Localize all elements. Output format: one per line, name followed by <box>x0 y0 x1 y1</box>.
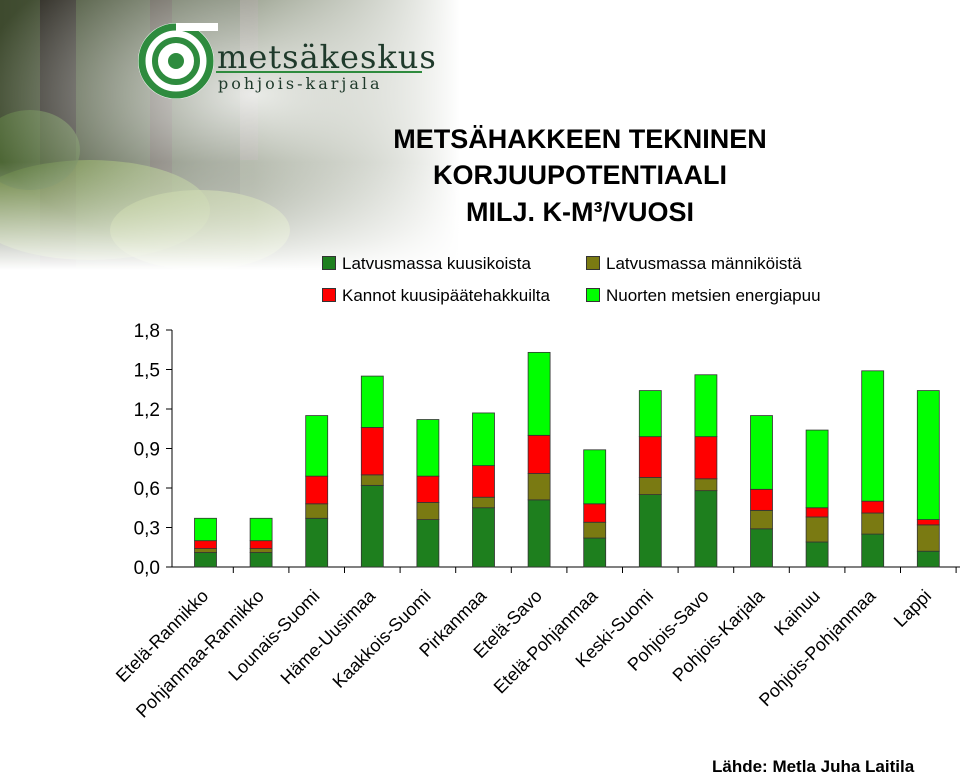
bar-segment <box>305 415 329 477</box>
chart-title-line1: METSÄHAKKEEN TEKNINEN <box>393 124 767 154</box>
y-tick-label: 0,9 <box>134 440 160 461</box>
bar-segment <box>360 427 384 476</box>
bar-segment <box>750 509 773 530</box>
logo-divider <box>216 71 422 73</box>
bar-segment <box>527 473 551 501</box>
legend-label: Latvusmassa kuusikoista <box>342 254 531 273</box>
bar-segment <box>638 494 662 568</box>
y-tick-label: 1,8 <box>134 321 160 342</box>
chart-title-line2: KORJUUPOTENTIAALI <box>432 160 727 190</box>
bar-segment <box>249 552 273 568</box>
bar-segment <box>416 475 440 503</box>
x-tick-label: Kainuu <box>770 586 824 640</box>
bar-segment <box>750 415 773 490</box>
chart-title-line3: MILJ. K-M³/VUOSI <box>466 197 694 227</box>
bar-segment <box>638 390 662 438</box>
logo-region: pohjois-karjala <box>218 74 383 93</box>
bar-segment <box>916 550 940 568</box>
y-tick-label: 0,3 <box>134 519 160 540</box>
bar-segment <box>638 436 662 478</box>
y-tick-label: 0,0 <box>134 558 160 579</box>
legend-swatch <box>322 256 336 270</box>
bar-segment <box>694 478 718 492</box>
bar-segment <box>916 519 940 526</box>
bar-segment <box>750 488 773 511</box>
legend-item-latvus-kuusi: Latvusmassa kuusikoista <box>322 254 531 274</box>
bar-segment <box>249 548 273 553</box>
bar-segment <box>194 540 217 549</box>
bar-segment <box>861 512 885 535</box>
legend-item-latvus-manty: Latvusmassa männiköistä <box>586 254 802 274</box>
bar-segment <box>472 412 495 467</box>
bar-segment <box>583 537 607 568</box>
legend-swatch <box>586 288 600 302</box>
source-note: Lähde: Metla Juha Laitila <box>712 757 915 776</box>
bar-segment <box>916 524 940 552</box>
bar-segment <box>305 503 329 519</box>
logo-name: metsäkeskus <box>217 38 437 76</box>
bar-segment <box>527 499 551 568</box>
bar-segment <box>638 477 662 495</box>
x-tick-label: Häme-Uusimaa <box>277 585 380 688</box>
bar-segment <box>194 548 217 553</box>
bar-segment <box>805 429 829 509</box>
x-tick-label: Etelä-Rannikko <box>112 586 212 686</box>
bar-segment <box>583 521 607 539</box>
legend-label: Latvusmassa männiköistä <box>606 254 802 273</box>
bar-segment <box>360 484 384 568</box>
bar-segment <box>527 434 551 474</box>
legend-swatch <box>586 256 600 270</box>
y-tick-label: 1,5 <box>134 361 160 382</box>
bar-segment <box>861 533 885 568</box>
bar-segment <box>916 390 940 521</box>
legend-label: Nuorten metsien energiapuu <box>606 286 821 305</box>
bar-segment <box>805 516 829 543</box>
bar-segment <box>694 436 718 480</box>
logo-mark <box>138 23 218 99</box>
bar-segment <box>805 507 829 518</box>
bar-segment <box>861 370 885 502</box>
bar-segment <box>305 475 329 505</box>
legend-swatch <box>322 288 336 302</box>
bar-segment <box>861 500 885 514</box>
x-tick-label: Kaakkois-Suomi <box>329 586 435 692</box>
bar-segment <box>194 517 217 542</box>
bar-segment <box>249 540 273 549</box>
bar-segment <box>583 449 607 505</box>
bar-segment <box>527 351 551 436</box>
bar-segment <box>750 528 773 568</box>
legend-label: Kannot kuusipäätehakkuilta <box>342 286 550 305</box>
bar-segment <box>416 519 440 568</box>
bar-segment <box>416 419 440 477</box>
legend-item-kannot: Kannot kuusipäätehakkuilta <box>322 286 550 306</box>
bar-segment <box>194 552 217 568</box>
legend-item-nuoret: Nuorten metsien energiapuu <box>586 286 821 306</box>
forest-background-image <box>0 0 460 270</box>
bar-segment <box>416 502 440 521</box>
y-tick-label: 1,2 <box>134 400 160 421</box>
bar-segment <box>249 517 273 542</box>
y-tick-label: 0,6 <box>134 479 160 500</box>
x-tick-label: Etelä-Pohjanmaa <box>490 585 602 697</box>
bar-segment <box>583 503 607 523</box>
bar-segment <box>472 496 495 509</box>
bar-segment <box>305 517 329 568</box>
bar-segment <box>472 507 495 568</box>
bar-segment <box>360 375 384 428</box>
x-tick-label: Lappi <box>890 586 935 631</box>
bar-segment <box>694 490 718 568</box>
bar-segment <box>805 541 829 568</box>
bar-segment <box>472 465 495 498</box>
bar-segment <box>360 474 384 486</box>
bar-segment <box>694 374 718 438</box>
